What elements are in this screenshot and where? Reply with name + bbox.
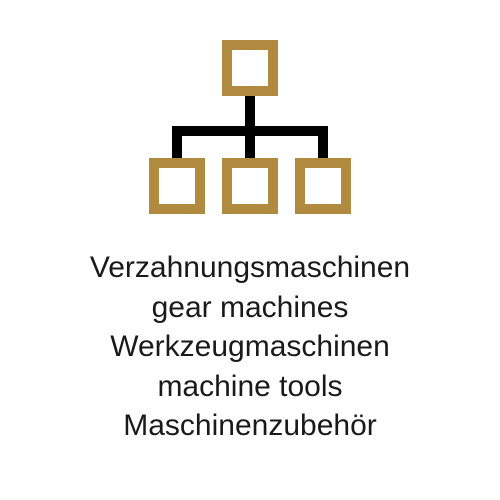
- connector-mid: [245, 126, 255, 158]
- node-right: [295, 158, 351, 214]
- connector-stem: [245, 96, 255, 126]
- caption-line: Werkzeugmaschinen: [90, 327, 410, 367]
- node-left: [149, 158, 205, 214]
- caption-line: Verzahnungsmaschinen: [90, 248, 410, 288]
- hierarchy-icon: [135, 40, 365, 220]
- connector-right: [318, 126, 328, 158]
- node-top: [222, 40, 278, 96]
- connector-left: [172, 126, 182, 158]
- node-mid: [222, 158, 278, 214]
- caption-line: Maschinenzubehör: [90, 406, 410, 446]
- caption: Verzahnungsmaschinen gear machines Werkz…: [90, 248, 410, 446]
- caption-line: machine tools: [90, 367, 410, 407]
- caption-line: gear machines: [90, 288, 410, 328]
